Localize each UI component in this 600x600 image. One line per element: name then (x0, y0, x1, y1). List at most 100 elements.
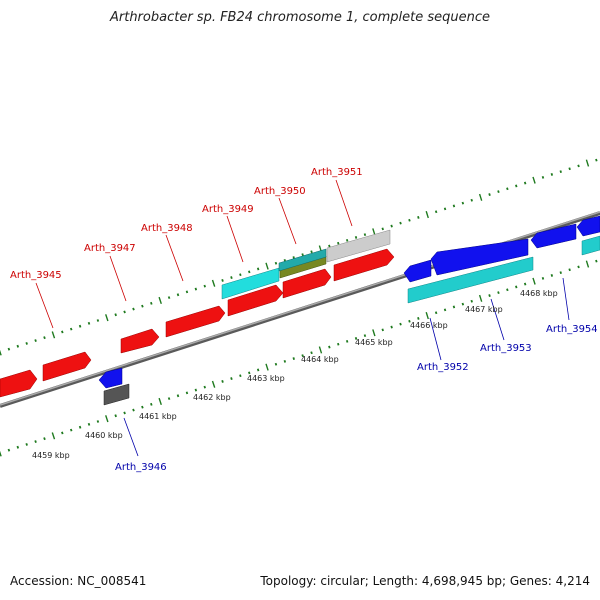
label-arth-3952[interactable]: Arth_3952 (417, 362, 469, 373)
gene-arrow-arth-3945[interactable] (42, 351, 92, 382)
leader-arth-3954 (562, 277, 570, 321)
inner-tick (16, 445, 20, 449)
gene-arrow-arth-3952[interactable] (407, 256, 534, 304)
inner-tick (461, 302, 465, 306)
outer-tick (256, 267, 260, 271)
outer-tick (114, 313, 117, 317)
gene-arrow-arth-3948[interactable] (165, 305, 226, 338)
gene-arrow-arth-3953b[interactable] (530, 223, 577, 249)
outer-tick (61, 330, 64, 334)
inner-tick (141, 405, 144, 409)
leader-arth-3945 (35, 282, 54, 329)
inner-tick (25, 443, 28, 446)
inner-tick (105, 415, 109, 423)
gene-arrow-arth-3947[interactable] (120, 328, 160, 354)
gene-arrow-arth-3949-cyan[interactable] (221, 267, 280, 300)
label-arth-3947[interactable]: Arth_3947 (84, 243, 136, 254)
scale-labels: 4459 kbp 4460 kbp 4461 kbp 4462 kbp 4463… (32, 289, 558, 460)
outer-tick (141, 304, 144, 308)
outer-tick (274, 261, 278, 265)
outer-tick (337, 241, 340, 245)
inner-tick (417, 317, 420, 320)
inner-tick (185, 391, 189, 395)
outer-tick (470, 198, 473, 202)
leader-arth-3950 (278, 197, 297, 245)
label-arth-3953[interactable]: Arth_3953 (480, 343, 532, 354)
outer-tick (541, 175, 545, 179)
outer-tick (328, 244, 331, 248)
gene-arrow-arth-3952-blue[interactable] (403, 259, 432, 283)
inner-tick (123, 411, 126, 415)
gene-arrow-arth-3950[interactable] (282, 268, 332, 299)
kbp-label-4466: 4466 kbp (410, 321, 448, 330)
outer-tick (158, 296, 162, 305)
inner-tick (372, 329, 376, 337)
outer-tick (105, 314, 109, 322)
kbp-label-4460: 4460 kbp (85, 431, 123, 440)
label-arth-3945[interactable]: Arth_3945 (10, 270, 62, 281)
inner-tick (221, 380, 224, 383)
inner-tick (0, 450, 2, 457)
inner-tick (345, 339, 349, 343)
outer-tick (0, 349, 2, 356)
gene-arrow-arth-3951[interactable] (326, 229, 391, 263)
inner-tick (301, 354, 304, 358)
outer-tick (248, 270, 251, 274)
inner-tick (488, 294, 491, 297)
outer-tick (425, 210, 429, 219)
outer-tick (239, 273, 242, 277)
kbp-label-4464: 4464 kbp (301, 355, 339, 364)
kbp-label-4467: 4467 kbp (465, 305, 503, 314)
outer-tick (559, 170, 562, 174)
gene-arrow-arth-3954-cyan[interactable] (581, 235, 600, 256)
inner-tick (434, 311, 438, 315)
outer-tick (390, 224, 393, 228)
label-arth-3950[interactable]: Arth_3950 (254, 186, 306, 197)
outer-tick (434, 210, 438, 214)
label-arth-3954[interactable]: Arth_3954 (546, 324, 598, 335)
gene-arrow-arth-3946-blue[interactable] (98, 367, 123, 389)
gene-arrow-arth-3949[interactable] (227, 284, 284, 317)
outer-tick (69, 327, 73, 331)
outer-tick (585, 159, 590, 167)
outer-tick (96, 319, 100, 322)
leader-arth-3949 (226, 215, 244, 263)
outer-tick (452, 204, 456, 208)
outer-tick (7, 347, 11, 351)
inner-tick (203, 385, 206, 389)
outer-tick (16, 344, 20, 348)
outer-tick (497, 190, 500, 194)
outer-tick (194, 287, 198, 291)
outer-tick (221, 279, 224, 282)
label-arth-3946[interactable]: Arth_3946 (115, 462, 167, 473)
gene-arrow-arth-3950-teal[interactable] (278, 248, 327, 272)
outer-tick (25, 342, 28, 345)
inner-tick (114, 414, 117, 418)
outer-tick (230, 276, 233, 279)
inner-tick (541, 276, 545, 280)
leader-arth-3953 (490, 298, 505, 341)
outer-tick (265, 262, 269, 270)
inner-tick (550, 274, 554, 277)
gene-arrow-arth-3951-red[interactable] (333, 248, 395, 282)
outer-tick (408, 218, 411, 222)
inner-tick (595, 259, 598, 263)
outer-tick (185, 290, 189, 294)
gene-arrow-arth-3945a[interactable] (0, 369, 38, 398)
outer-tick (123, 310, 126, 314)
inner-tick (265, 363, 269, 371)
kbp-label-4459: 4459 kbp (32, 451, 70, 460)
outer-tick (176, 293, 180, 297)
map-title: Arthrobacter sp. FB24 chromosome 1, comp… (109, 10, 491, 25)
gene-arrow-arth-3953[interactable] (430, 238, 529, 276)
inner-tick (230, 377, 233, 380)
inner-tick (515, 285, 518, 289)
gene-arrow-arth-3946[interactable] (103, 383, 130, 406)
inner-tick (87, 422, 91, 426)
inner-tick (61, 431, 64, 435)
label-arth-3949[interactable]: Arth_3949 (202, 204, 254, 215)
label-arth-3948[interactable]: Arth_3948 (141, 223, 193, 234)
gene-arrow-arth-3954[interactable] (576, 215, 600, 237)
label-arth-3951[interactable]: Arth_3951 (311, 167, 363, 178)
inner-tick (443, 308, 447, 312)
